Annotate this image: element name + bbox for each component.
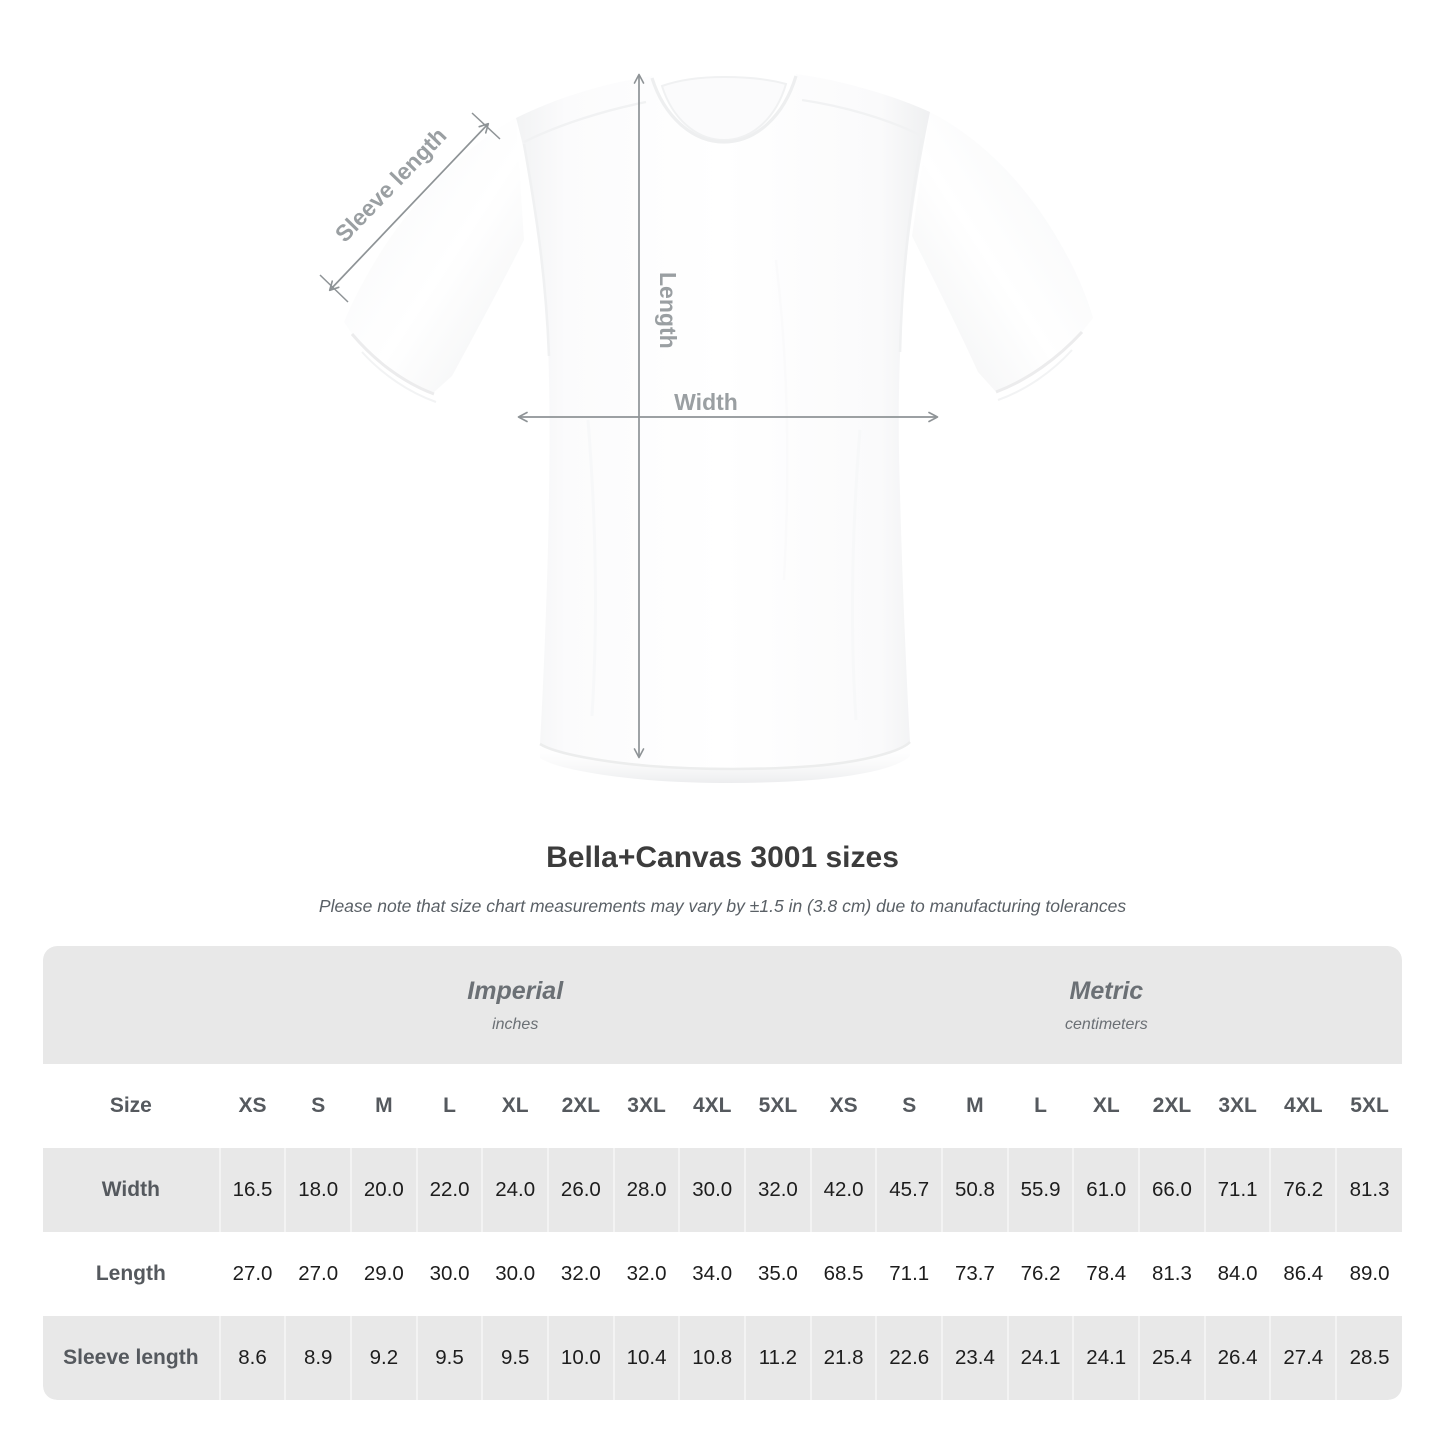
size-header-cell: 2XL: [1138, 1064, 1205, 1148]
measurement-cell: 55.9: [1006, 1148, 1074, 1232]
measurement-cell: 81.3: [1335, 1148, 1402, 1232]
measurement-cell: 9.5: [481, 1316, 549, 1400]
unit-group-imperial: Imperial inches: [219, 946, 811, 1064]
measurement-cell: 22.6: [875, 1316, 943, 1400]
measurement-cell: 10.4: [612, 1316, 680, 1400]
row-label-width: Width: [43, 1148, 220, 1232]
measurement-cell: 78.4: [1072, 1232, 1140, 1316]
unit-group-name: Metric: [1069, 977, 1144, 1006]
unit-group-metric: Metric centimeters: [810, 946, 1402, 1064]
measurement-cell: 21.8: [809, 1316, 877, 1400]
measurement-cell: 35.0: [744, 1232, 811, 1316]
size-header-cell: 2XL: [547, 1064, 614, 1148]
measurement-cell: 10.0: [547, 1316, 614, 1400]
size-chart-table-container: Imperial inches Metric centimeters Size XS S M L…: [43, 946, 1402, 1400]
width-label: Width: [674, 389, 738, 415]
measurement-cell: 61.0: [1072, 1148, 1140, 1232]
measurement-cell: 81.3: [1138, 1232, 1205, 1316]
measurement-cell: 26.0: [547, 1148, 614, 1232]
size-header-cell: L: [1006, 1064, 1074, 1148]
table-row: Width 16.5 18.0 20.0 22.0 24.0 26.0 28.0 30.0 32.…: [43, 1148, 1402, 1232]
size-chart-table: Imperial inches Metric centimeters Size XS S M L…: [43, 946, 1402, 1400]
measurement-cell: 76.2: [1269, 1148, 1337, 1232]
measurement-cell: 32.0: [547, 1232, 614, 1316]
table-row: Sleeve length 8.6 8.9 9.2 9.5 9.5 10.0 10.4 10.8…: [43, 1316, 1402, 1400]
measurement-cell: 30.0: [678, 1148, 746, 1232]
row-label-length: Length: [43, 1232, 220, 1316]
measurement-cell: 29.0: [350, 1232, 417, 1316]
measurement-cell: 42.0: [809, 1148, 877, 1232]
measurement-cell: 8.6: [218, 1316, 286, 1400]
measurement-cell: 84.0: [1203, 1232, 1271, 1316]
measurement-cell: 27.0: [218, 1232, 286, 1316]
size-header-cell: S: [284, 1064, 352, 1148]
measurement-cell: 11.2: [744, 1316, 811, 1400]
size-header-cell: 3XL: [612, 1064, 680, 1148]
measurement-cell: 28.5: [1335, 1316, 1402, 1400]
size-header-cell: XL: [1072, 1064, 1140, 1148]
measurement-cell: 18.0: [284, 1148, 352, 1232]
size-header-cell: 4XL: [1269, 1064, 1337, 1148]
unit-group-name: Imperial: [467, 977, 564, 1006]
measurement-cell: 50.8: [941, 1148, 1008, 1232]
size-header-cell: 5XL: [744, 1064, 811, 1148]
size-header-cell: 3XL: [1203, 1064, 1271, 1148]
unit-banner-row: Imperial inches Metric centimeters: [43, 946, 1402, 1064]
page-title: Bella+Canvas 3001 sizes: [546, 841, 899, 874]
measurement-cell: 30.0: [415, 1232, 483, 1316]
measurement-cell: 8.9: [284, 1316, 352, 1400]
measurement-cell: 24.1: [1006, 1316, 1074, 1400]
measurement-cell: 10.8: [678, 1316, 746, 1400]
sleeve-length-dimension-arrow: [319, 112, 501, 303]
measurement-cell: 71.1: [875, 1232, 943, 1316]
measurement-cell: 32.0: [744, 1148, 811, 1232]
measurement-cell: 73.7: [941, 1232, 1008, 1316]
size-header-row: Size XS S M L XL 2XL 3XL 4XL 5XL XS S M L XL 2XL 3XL 4XL 5…: [43, 1064, 1402, 1148]
size-header-cell: XS: [809, 1064, 877, 1148]
measurement-cell: 20.0: [350, 1148, 417, 1232]
measurement-cell: 34.0: [678, 1232, 746, 1316]
measurement-cell: 68.5: [809, 1232, 877, 1316]
size-header-cell: XL: [481, 1064, 549, 1148]
measurement-cell: 25.4: [1138, 1316, 1205, 1400]
measurement-cell: 66.0: [1138, 1148, 1205, 1232]
size-header-cell: S: [875, 1064, 943, 1148]
size-header-cell: L: [415, 1064, 483, 1148]
measurement-cell: 45.7: [875, 1148, 943, 1232]
tshirt-measurement-diagram: Length Width Sleeve length: [319, 66, 1093, 783]
row-label-sleeve-length: Sleeve length: [43, 1316, 220, 1400]
size-column-label: Size: [43, 1064, 220, 1148]
measurement-cell: 76.2: [1006, 1232, 1074, 1316]
measurement-cell: 30.0: [481, 1232, 549, 1316]
measurement-cell: 26.4: [1203, 1316, 1271, 1400]
size-header-cell: XS: [218, 1064, 286, 1148]
measurement-cell: 71.1: [1203, 1148, 1271, 1232]
measurement-cell: 23.4: [941, 1316, 1008, 1400]
measurement-cell: 32.0: [612, 1232, 680, 1316]
measurement-cell: 27.0: [284, 1232, 352, 1316]
length-label: Length: [655, 272, 681, 349]
size-header-cell: 5XL: [1335, 1064, 1402, 1148]
measurement-cell: 28.0: [612, 1148, 680, 1232]
measurement-cell: 16.5: [218, 1148, 286, 1232]
tshirt-graphic: [344, 66, 1093, 783]
measurement-cell: 22.0: [415, 1148, 483, 1232]
measurement-cell: 27.4: [1269, 1316, 1337, 1400]
table-row: Length 27.0 27.0 29.0 30.0 30.0 32.0 32.0 34.0 35…: [43, 1232, 1402, 1316]
unit-group-subtitle: inches: [492, 1015, 539, 1033]
measurement-cell: 24.1: [1072, 1316, 1140, 1400]
measurement-cell: 86.4: [1269, 1232, 1337, 1316]
tolerance-note: Please note that size chart measurements…: [318, 896, 1127, 916]
unit-group-subtitle: centimeters: [1065, 1015, 1148, 1033]
size-header-cell: 4XL: [678, 1064, 746, 1148]
unit-banner-spacer: [43, 946, 220, 1064]
measurement-cell: 9.5: [415, 1316, 483, 1400]
measurement-cell: 24.0: [481, 1148, 549, 1232]
measurement-cell: 89.0: [1335, 1232, 1402, 1316]
title-block: Bella+Canvas 3001 sizes Please note that…: [0, 840, 1445, 917]
size-header-cell: M: [350, 1064, 417, 1148]
size-header-cell: M: [941, 1064, 1008, 1148]
measurement-cell: 9.2: [350, 1316, 417, 1400]
